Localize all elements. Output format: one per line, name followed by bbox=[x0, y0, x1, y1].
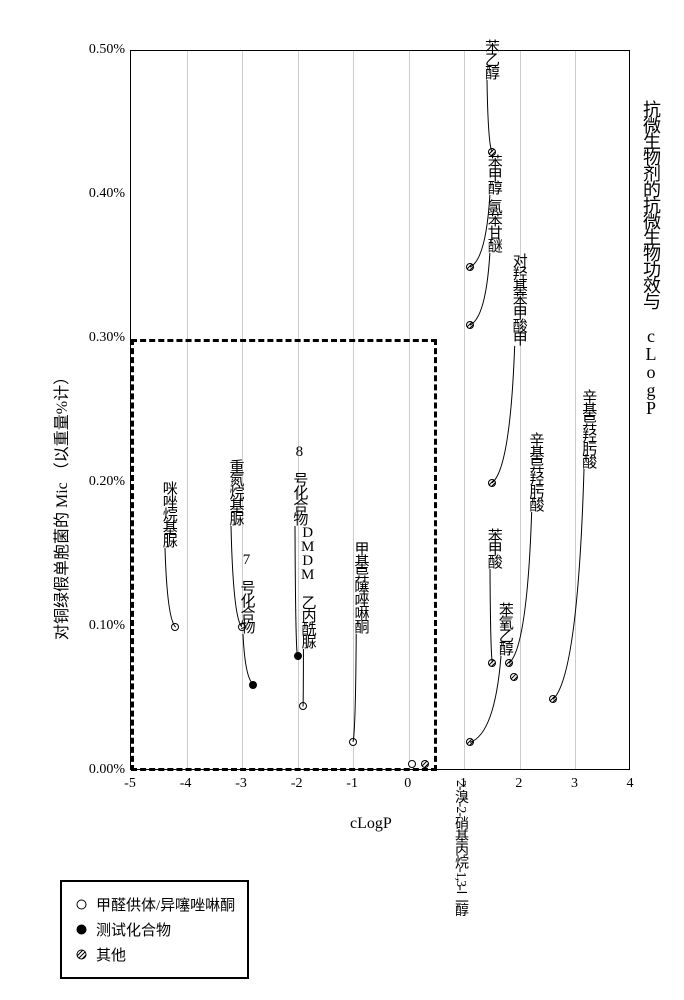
x-axis-sub-label: 2-溴-2-硝基丙烷-1,3-二醇 bbox=[450, 780, 470, 916]
x-tick-label: 2 bbox=[515, 776, 522, 792]
y-tick-label: 0.00% bbox=[75, 762, 125, 778]
legend: 甲醛供体/异噻唑啉酮测试化合物其他 bbox=[60, 880, 249, 979]
y-tick-label: 0.50% bbox=[75, 42, 125, 58]
point-label: 苯甲酸 bbox=[484, 528, 505, 567]
point-label: 辛基异羟肟酸 bbox=[578, 389, 599, 467]
legend-label: 甲醛供体/异噻唑啉酮 bbox=[96, 894, 235, 915]
point-label: 氯苯甘醚 bbox=[484, 199, 505, 251]
callout-line bbox=[466, 652, 505, 746]
legend-item: 甲醛供体/异噻唑啉酮 bbox=[74, 894, 235, 915]
callout-line bbox=[161, 544, 180, 631]
data-point bbox=[510, 673, 519, 682]
callout-line bbox=[488, 342, 519, 487]
x-tick-label: -5 bbox=[124, 776, 136, 792]
x-tick-label: 0 bbox=[404, 776, 411, 792]
x-tick-label: 4 bbox=[627, 776, 634, 792]
legend-item: 其他 bbox=[74, 944, 235, 965]
point-label: 对羟基苯甲酸甲 bbox=[509, 253, 530, 344]
x-tick-label: -2 bbox=[291, 776, 303, 792]
point-label: 苯甲醇 bbox=[484, 154, 505, 193]
point-label: DMDM 乙内酰脲 bbox=[298, 525, 319, 647]
x-tick-label: -3 bbox=[235, 776, 247, 792]
y-axis-label: 对铜绿假单胞菌的 Mic （以重量%计） bbox=[48, 369, 72, 640]
x-tick-label: 3 bbox=[571, 776, 578, 792]
legend-item: 测试化合物 bbox=[74, 919, 235, 940]
point-label: 苯乙醇 bbox=[481, 39, 502, 78]
point-label: 辛基异羟肟酸 bbox=[525, 432, 546, 510]
point-label: 7 号化合物 bbox=[237, 552, 258, 632]
chart-container: 抗微生物剂的抗微生物功效与 cLogP 对铜绿假单胞菌的 Mic （以重量%计）… bbox=[20, 20, 664, 860]
callout-line bbox=[299, 645, 307, 711]
y-tick-label: 0.40% bbox=[75, 186, 125, 202]
point-label: 8 号化合物 bbox=[289, 444, 310, 524]
callout-line bbox=[466, 249, 494, 329]
point-label: 苯氧乙醇 bbox=[495, 602, 516, 654]
chart-title: 抗微生物剂的抗微生物功效与 cLogP bbox=[638, 100, 664, 416]
y-tick-label: 0.30% bbox=[75, 330, 125, 346]
legend-marker-icon bbox=[74, 923, 88, 937]
callout-line bbox=[239, 630, 258, 688]
legend-label: 其他 bbox=[96, 944, 126, 965]
callout-line bbox=[349, 630, 360, 746]
legend-label: 测试化合物 bbox=[96, 919, 171, 940]
point-label: 咪唑烷基脲 bbox=[159, 481, 180, 546]
point-label: 重氮烷基脲 bbox=[225, 459, 246, 524]
x-axis-label: cLogP bbox=[350, 815, 392, 833]
callout-line bbox=[549, 465, 588, 703]
plot-area: 咪唑烷基脲重氮烷基脲7 号化合物8 号化合物DMDM 乙内酰脲甲基异噻唑啉酮苯乙… bbox=[130, 50, 630, 770]
legend-marker-icon bbox=[74, 948, 88, 962]
point-label: 甲基异噻唑啉酮 bbox=[350, 541, 371, 632]
y-tick-label: 0.20% bbox=[75, 474, 125, 490]
legend-marker-icon bbox=[74, 898, 88, 912]
data-point bbox=[421, 759, 430, 768]
x-tick-label: -4 bbox=[180, 776, 192, 792]
y-tick-label: 0.10% bbox=[75, 618, 125, 634]
callout-line bbox=[483, 76, 496, 156]
x-tick-label: -1 bbox=[346, 776, 358, 792]
data-point bbox=[407, 759, 416, 768]
